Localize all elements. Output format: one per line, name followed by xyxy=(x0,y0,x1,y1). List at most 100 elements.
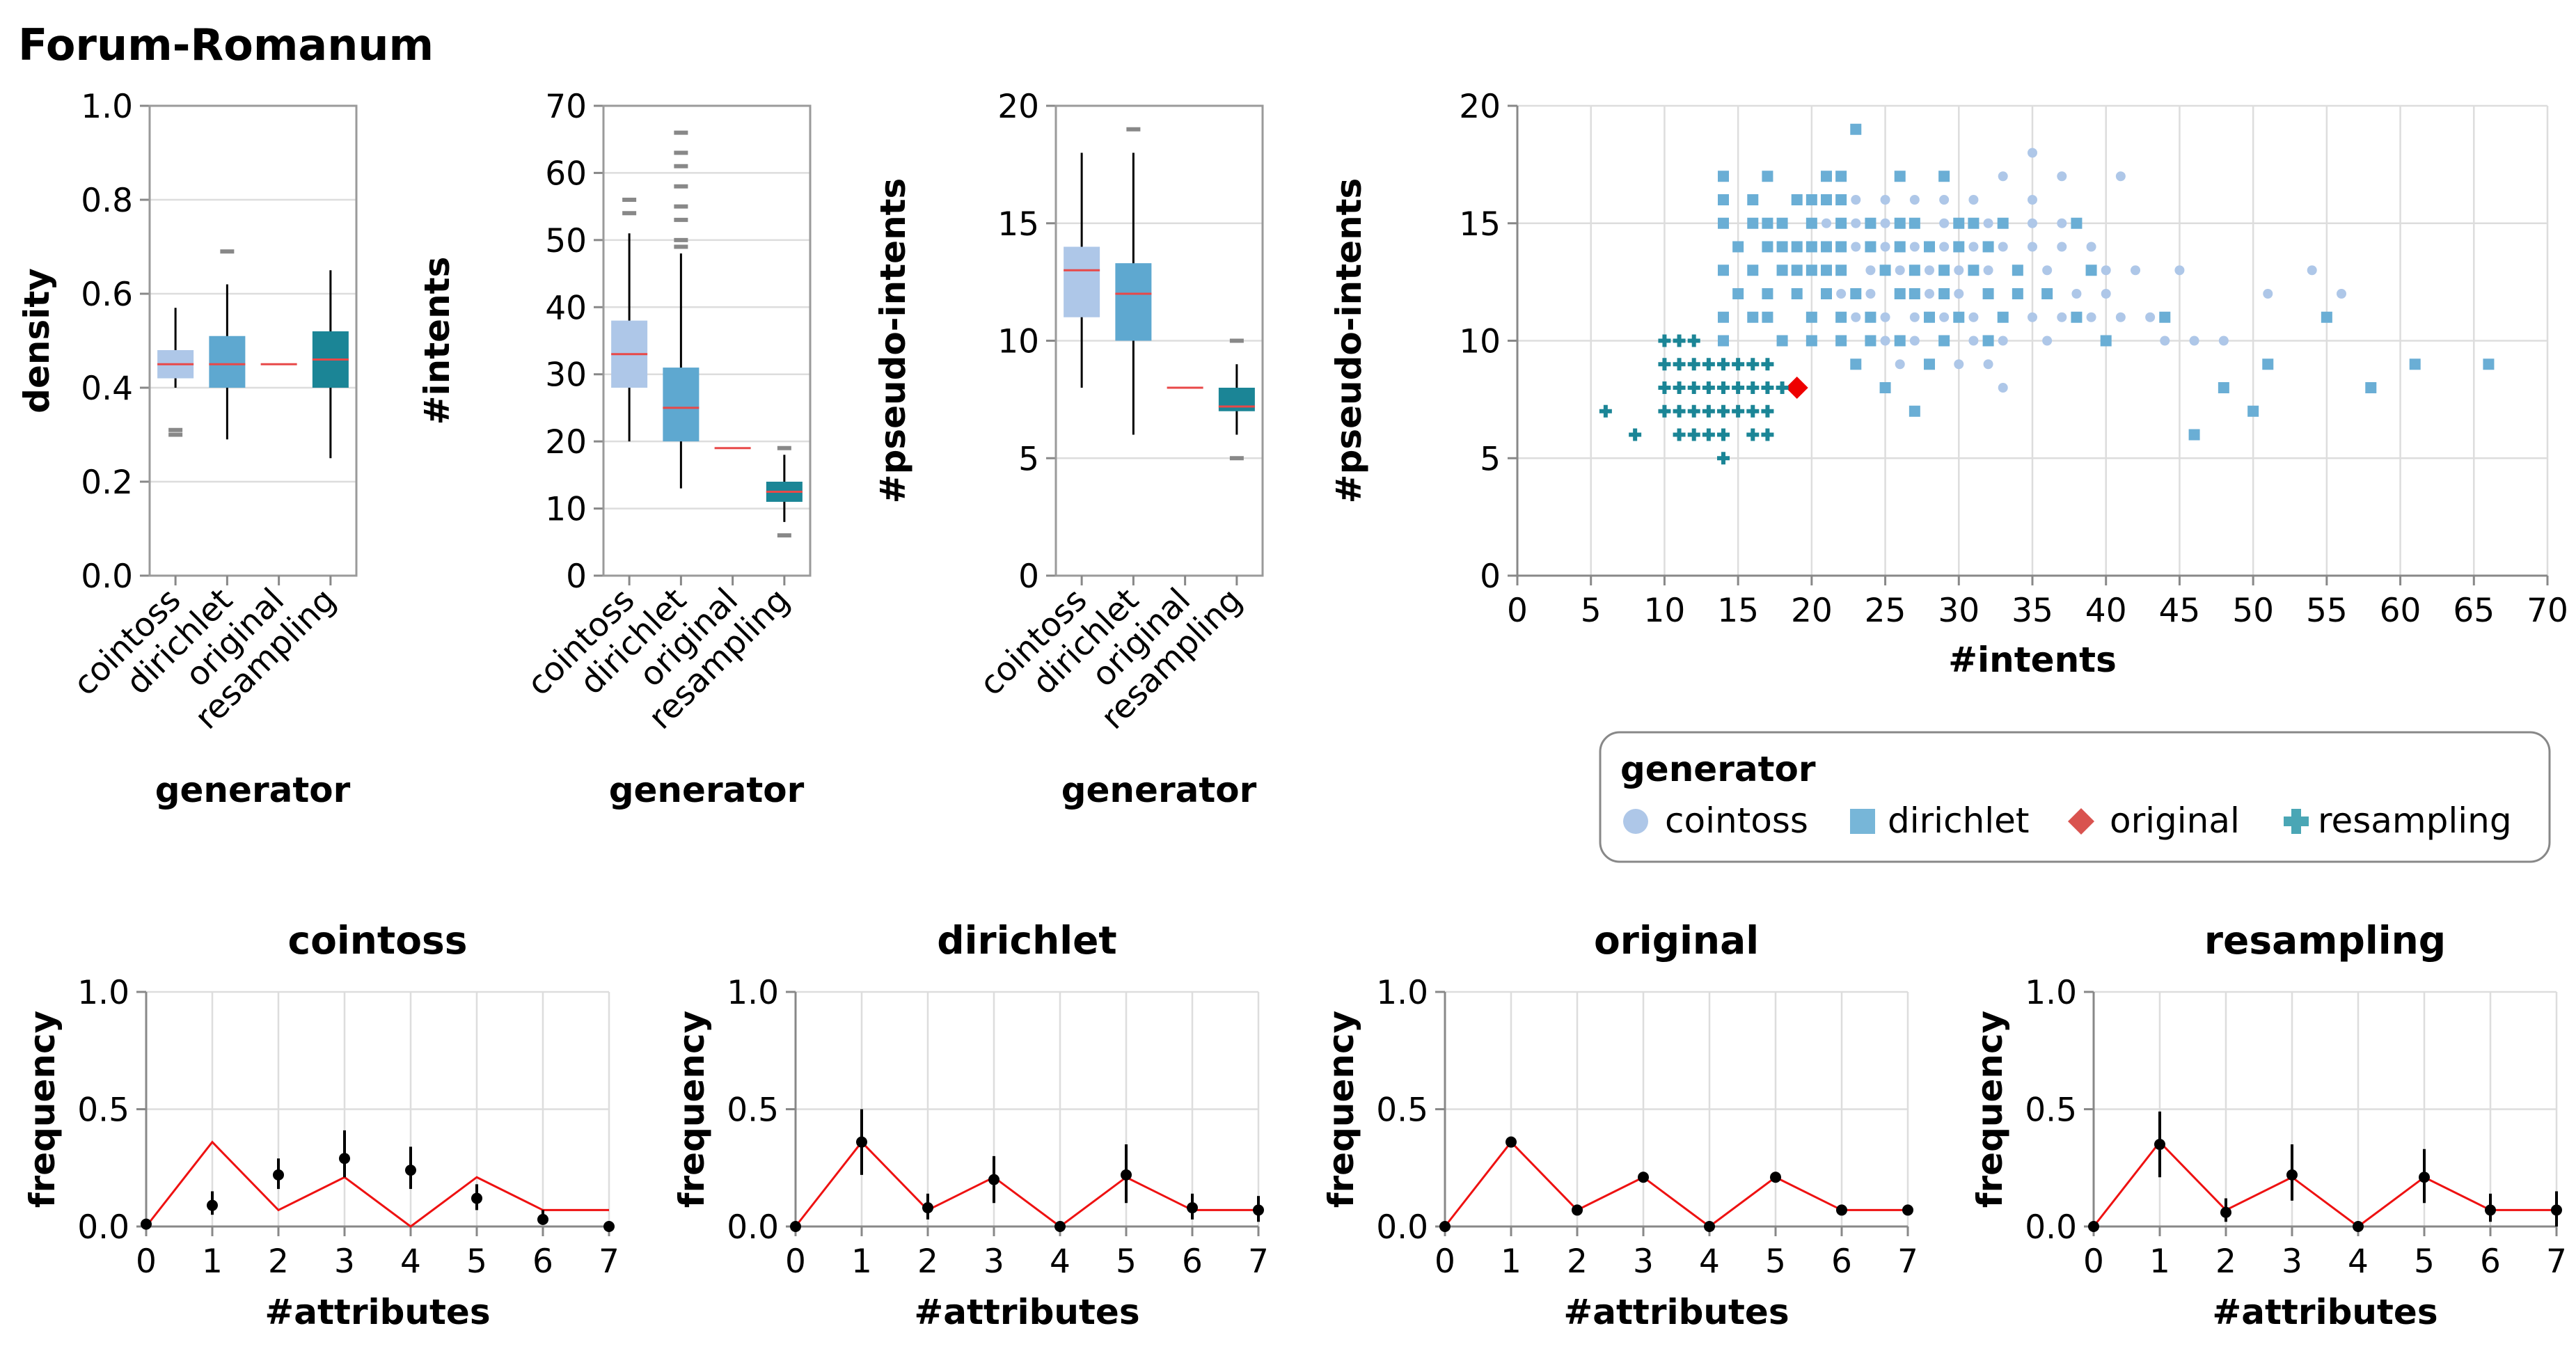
point-dirichlet xyxy=(1805,217,1817,229)
point-dirichlet xyxy=(1865,241,1876,253)
x-tick-label: 3 xyxy=(1633,1242,1654,1281)
x-tick-label: 2 xyxy=(1567,1242,1588,1281)
x-tick-label: 15 xyxy=(1717,592,1759,630)
point-dirichlet xyxy=(1894,171,1906,182)
mean-point xyxy=(1187,1202,1198,1214)
point-dirichlet xyxy=(1791,241,1803,253)
point-resampling xyxy=(1702,358,1715,371)
x-tick-label: 5 xyxy=(2414,1242,2435,1281)
plot-frame xyxy=(148,104,358,577)
mean-point xyxy=(790,1221,801,1232)
point-dirichlet xyxy=(2483,358,2495,370)
point-cointoss xyxy=(1925,289,1934,299)
x-tick-label: 1 xyxy=(1501,1242,1522,1281)
point-cointoss xyxy=(1998,242,2008,252)
point-dirichlet xyxy=(1894,288,1906,299)
mean-point xyxy=(1506,1136,1517,1148)
point-cointoss xyxy=(1909,336,1920,346)
point-cointoss xyxy=(2057,218,2067,228)
point-dirichlet xyxy=(2071,311,2083,323)
point-dirichlet xyxy=(1953,241,1965,253)
original-line xyxy=(794,1140,1258,1228)
point-cointoss xyxy=(1836,289,1847,299)
mean-point xyxy=(1054,1221,1066,1232)
point-resampling xyxy=(1702,404,1715,418)
original-line xyxy=(1444,1140,1908,1228)
mean-point xyxy=(2286,1169,2298,1181)
point-dirichlet xyxy=(1982,288,1994,299)
point-resampling xyxy=(1599,404,1612,418)
point-cointoss xyxy=(1880,336,1890,346)
point-resampling xyxy=(1746,358,1760,371)
point-dirichlet xyxy=(1938,265,1950,276)
point-cointoss xyxy=(2131,265,2140,276)
point-dirichlet xyxy=(1747,311,1759,323)
point-cointoss xyxy=(2218,336,2229,346)
point-cointoss xyxy=(1909,195,1920,205)
x-tick-label: 65 xyxy=(2453,592,2495,630)
point-cointoss xyxy=(2028,148,2037,158)
plot-frame xyxy=(1054,104,1264,577)
point-resampling xyxy=(1717,381,1730,394)
x-tick-label: 0 xyxy=(1435,1242,1455,1281)
y-axis-title: #pseudo-intents xyxy=(1329,178,1369,504)
legend-cointoss-label: cointoss xyxy=(1665,800,1808,841)
y-tick-label: 0.2 xyxy=(81,464,133,502)
point-dirichlet xyxy=(1835,265,1847,276)
point-dirichlet xyxy=(2100,335,2112,347)
x-tick-label: 25 xyxy=(1865,592,1906,630)
resampling-attributes-plot: 0 1 2 3 4 5 6 7 0.0 0.5 1.0 resampling #attributes fr… xyxy=(1970,918,2567,1332)
mean-point xyxy=(2088,1221,2099,1232)
point-dirichlet xyxy=(1850,358,1862,370)
point-dirichlet xyxy=(1835,171,1847,182)
point-resampling xyxy=(1717,404,1730,418)
point-cointoss xyxy=(1954,289,1964,299)
point-cointoss xyxy=(1968,312,1979,322)
point-dirichlet xyxy=(2012,265,2023,276)
density-box-plot: 0.00.20.40.60.81.0cointossdirichletorigi… xyxy=(17,88,358,810)
y-tick-label: 0.0 xyxy=(77,1208,129,1247)
point-dirichlet xyxy=(2365,382,2377,393)
point-resampling xyxy=(1658,404,1671,418)
x-tick-label: 3 xyxy=(334,1242,355,1281)
mean-point xyxy=(2154,1139,2165,1151)
y-tick-label: 10 xyxy=(1459,323,1501,361)
point-cointoss xyxy=(2071,289,2082,299)
mean-point xyxy=(537,1213,548,1225)
point-dirichlet xyxy=(1805,194,1817,205)
point-dirichlet xyxy=(1909,288,1920,299)
x-tick-label: 4 xyxy=(1050,1242,1070,1281)
y-tick-label: 5 xyxy=(1018,440,1039,478)
y-tick-label: 1.0 xyxy=(81,88,133,126)
mean-point xyxy=(2485,1204,2496,1216)
point-resampling xyxy=(1687,428,1700,441)
y-axis-title: frequency xyxy=(22,1011,63,1208)
mean-point xyxy=(207,1199,218,1211)
point-cointoss xyxy=(1851,312,1861,322)
x-tick-label: 45 xyxy=(2159,592,2201,630)
y-tick-label: 60 xyxy=(545,155,587,193)
point-resampling xyxy=(1776,381,1789,394)
point-cointoss xyxy=(2086,242,2096,252)
point-dirichlet xyxy=(1909,217,1920,229)
point-cointoss xyxy=(2057,171,2067,182)
y-tick-label: 0.6 xyxy=(81,276,133,314)
point-dirichlet xyxy=(1835,311,1847,323)
point-cointoss xyxy=(2057,312,2067,322)
point-dirichlet xyxy=(1805,311,1817,323)
point-resampling xyxy=(1687,334,1700,347)
x-tick-label: 55 xyxy=(2306,592,2348,630)
point-cointoss xyxy=(2042,336,2053,346)
point-dirichlet xyxy=(1835,217,1847,229)
x-tick-label: 35 xyxy=(2012,592,2053,630)
point-dirichlet xyxy=(1835,241,1847,253)
y-axis-title: frequency xyxy=(672,1011,712,1208)
intents-box-plot: 010203040506070cointossdirichletoriginal… xyxy=(417,88,812,810)
point-dirichlet xyxy=(1762,171,1773,182)
point-dirichlet xyxy=(1776,265,1788,276)
point-dirichlet xyxy=(1924,358,1935,370)
point-dirichlet xyxy=(1997,311,2009,323)
y-axis-title: frequency xyxy=(1970,1011,2010,1208)
point-resampling xyxy=(1673,381,1686,394)
point-dirichlet xyxy=(1805,265,1817,276)
